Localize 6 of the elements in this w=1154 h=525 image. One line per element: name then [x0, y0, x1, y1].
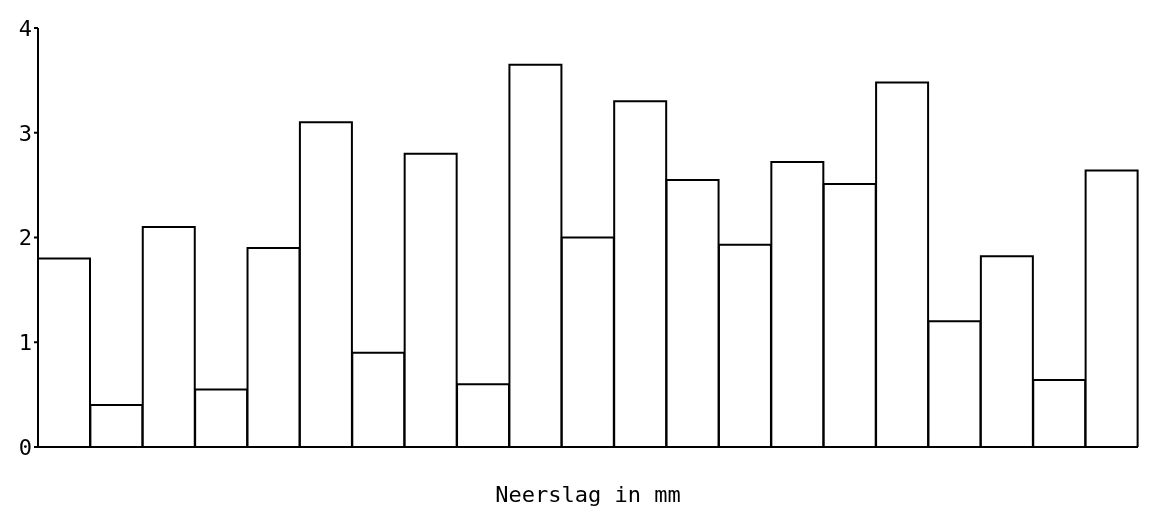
y-tick-label: 1	[18, 330, 32, 356]
y-tick-label: 2	[18, 225, 32, 251]
x-axis-title: Neerslag in mm	[495, 482, 681, 507]
y-tick-label: 0	[18, 434, 32, 460]
y-tick-label: 3	[18, 120, 32, 146]
y-tick-label: 4	[18, 15, 32, 41]
